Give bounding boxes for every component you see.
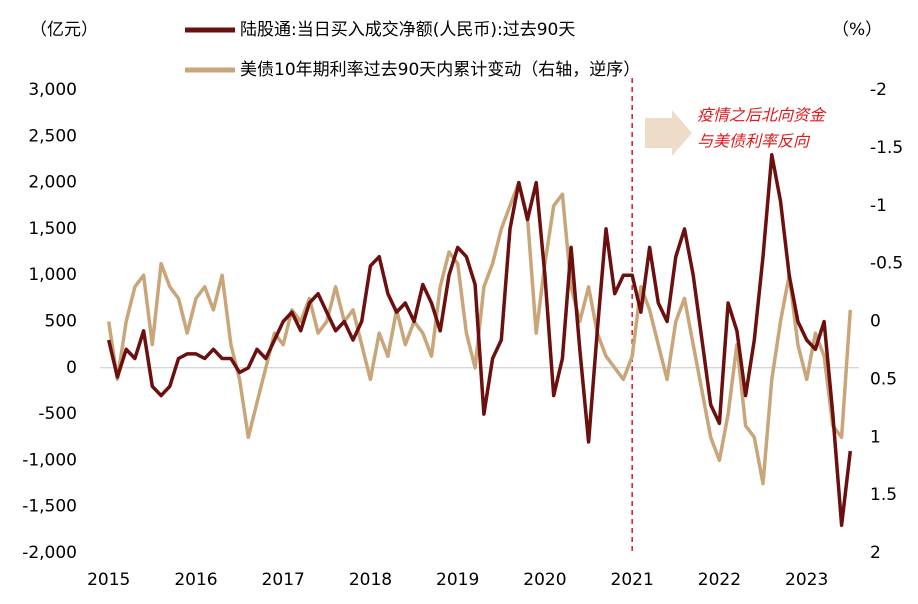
y2-tick-label: -1: [870, 196, 887, 216]
y2-tick-label: -0.5: [870, 254, 903, 274]
x-tick-label: 2018: [349, 570, 392, 590]
y2-tick-label: 0: [870, 312, 881, 332]
y-tick-label: 0: [66, 358, 77, 378]
legend-label: 美债10年期利率过去90天内累计变动（右轴，逆序）: [240, 60, 640, 80]
y-tick-label: 3,000: [28, 80, 77, 100]
y-tick-label: 2,000: [28, 173, 77, 193]
y2-tick-label: -2: [870, 80, 887, 100]
y-axis-label: （亿元）: [30, 20, 98, 40]
arrow: [645, 110, 692, 156]
legend-label: 陆股通:当日买入成交净额(人民币):过去90天: [240, 20, 575, 40]
y2-tick-label: 0.5: [870, 369, 897, 389]
y2-tick-label: 1: [870, 427, 881, 447]
x-tick-label: 2023: [785, 570, 828, 590]
x-tick-label: 2015: [87, 570, 130, 590]
y-tick-label: -2,000: [22, 543, 77, 563]
y2-axis-label: （%）: [832, 20, 882, 40]
y2-tick-label: -1.5: [870, 138, 903, 158]
annotation: 疫情之后北向资金: [697, 106, 827, 125]
y-tick-label: 1,500: [28, 219, 77, 239]
x-tick-label: 2022: [698, 570, 741, 590]
y2-tick-label: 2: [870, 543, 881, 563]
annotation: 与美债利率反向: [697, 132, 811, 151]
x-tick-label: 2016: [174, 570, 217, 590]
y2-tick-label: 1.5: [870, 485, 897, 505]
series-line: [106, 153, 853, 527]
x-tick-label: 2020: [523, 570, 566, 590]
y-tick-label: -1,500: [22, 497, 77, 517]
y-tick-label: -500: [38, 404, 77, 424]
y-tick-label: -1,000: [22, 450, 77, 470]
x-tick-label: 2019: [436, 570, 479, 590]
y-tick-label: 500: [45, 312, 77, 332]
x-tick-label: 2017: [262, 570, 305, 590]
y-tick-label: 2,500: [28, 126, 77, 146]
x-tick-label: 2021: [611, 570, 654, 590]
y-tick-label: 1,000: [28, 265, 77, 285]
